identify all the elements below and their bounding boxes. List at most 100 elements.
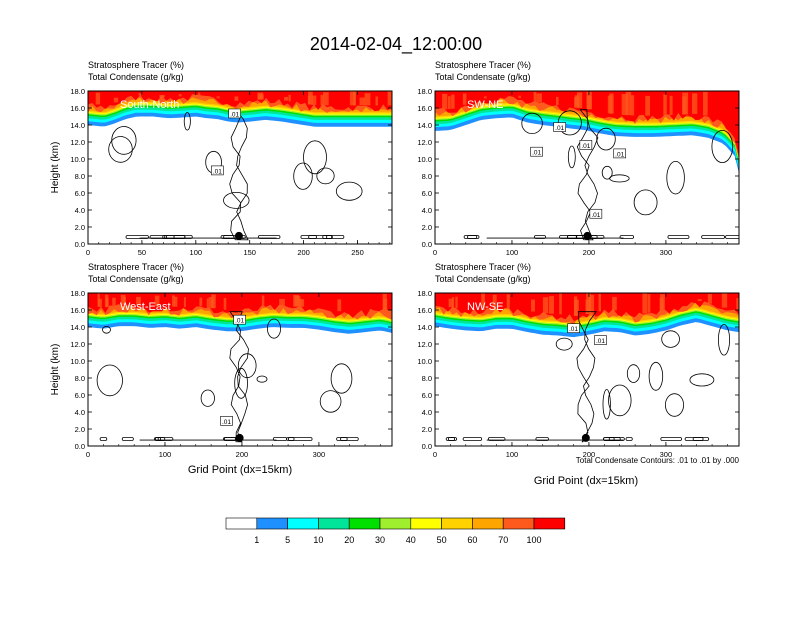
y-tick-label: 10.0 bbox=[417, 357, 432, 366]
tracer-streak bbox=[697, 299, 702, 302]
y-tick-label: 10.0 bbox=[417, 155, 432, 164]
cloud-contour bbox=[200, 389, 215, 407]
cloud-contour bbox=[711, 129, 734, 163]
tracer-streak bbox=[172, 295, 175, 307]
tracer-streak bbox=[353, 91, 356, 106]
tracer-streak bbox=[506, 294, 510, 308]
tracer-field bbox=[435, 91, 739, 244]
tracer-streak bbox=[309, 91, 313, 105]
colorbar-swatch bbox=[379, 517, 412, 530]
low-cloud-contour bbox=[608, 437, 625, 441]
convective-plume-contour bbox=[229, 311, 249, 443]
panel-title: Stratosphere Tracer (%) bbox=[88, 262, 184, 272]
x-tick-label: 0 bbox=[433, 450, 437, 459]
cloud-contour bbox=[256, 375, 268, 383]
panels: Stratosphere Tracer (%) Total Condensate … bbox=[50, 60, 740, 476]
x-tick-label: 200 bbox=[583, 248, 596, 257]
low-cloud-contour bbox=[220, 235, 235, 239]
colorbar-label: 50 bbox=[437, 535, 447, 545]
y-tick-label: 14.0 bbox=[70, 121, 85, 130]
tracer-streak bbox=[258, 94, 264, 100]
colorbar: 1 5 10 20 30 40 50 60 70 100 bbox=[225, 517, 566, 545]
tracer-streak bbox=[223, 297, 227, 310]
low-cloud-contour bbox=[121, 437, 134, 441]
tracer-streak bbox=[576, 92, 583, 108]
cloud-contour bbox=[102, 325, 111, 334]
y-tick-label: 4.0 bbox=[422, 408, 432, 417]
contour-label-box bbox=[589, 208, 603, 219]
colorbar-swatch bbox=[410, 517, 442, 530]
x-axis-title: Grid Point (dx=15km) bbox=[188, 464, 292, 476]
contour-label-text: .01 bbox=[230, 111, 239, 118]
cloud-contour bbox=[330, 363, 353, 394]
x-tick-label: 250 bbox=[351, 248, 364, 257]
tracer-streak bbox=[112, 297, 116, 306]
cloud-contour bbox=[316, 167, 335, 185]
low-cloud-contour bbox=[287, 437, 313, 441]
plot-frame bbox=[434, 292, 740, 447]
low-cloud-contour bbox=[603, 437, 615, 441]
tracer-streak bbox=[159, 95, 165, 97]
colorbar-label: 70 bbox=[498, 535, 508, 545]
tracer-streak bbox=[284, 96, 289, 101]
tracer-streak bbox=[261, 295, 265, 307]
y-tick-label: 12.0 bbox=[70, 340, 85, 349]
low-cloud-contour bbox=[559, 235, 578, 239]
colorbar-label: 40 bbox=[406, 535, 416, 545]
x-tick-label: 0 bbox=[86, 248, 90, 257]
cloud-contour bbox=[661, 330, 680, 348]
tracer-streak bbox=[703, 91, 708, 116]
contour-label-box bbox=[567, 323, 580, 334]
tracer-streak bbox=[308, 91, 311, 105]
low-cloud-contour bbox=[692, 437, 710, 441]
tracer-streak bbox=[573, 296, 578, 316]
tracer-streak bbox=[518, 95, 521, 99]
tracer-streak bbox=[598, 293, 601, 312]
contour-label: .01 bbox=[553, 122, 566, 132]
colorbar-label: 20 bbox=[344, 535, 354, 545]
contour-label-text: .01 bbox=[532, 150, 541, 157]
tracer-streak bbox=[113, 97, 119, 103]
low-cloud-contour bbox=[162, 235, 186, 239]
colorbar-swatch bbox=[348, 517, 381, 530]
tracer-streak bbox=[105, 298, 109, 307]
tracer-streak bbox=[154, 295, 160, 307]
tracer-streak bbox=[95, 92, 101, 105]
plot-frame bbox=[87, 90, 393, 245]
tracer-streak bbox=[211, 294, 216, 309]
tracer-streak bbox=[383, 298, 388, 310]
y-tick-label: 8.0 bbox=[75, 374, 85, 383]
y-tick-label: 18.0 bbox=[70, 87, 85, 96]
contour-label-text: .01 bbox=[213, 168, 222, 175]
y-tick-label: 2.0 bbox=[75, 425, 85, 434]
tracer-streak bbox=[609, 93, 614, 114]
tracer-band-10 bbox=[435, 91, 739, 157]
y-axis-title: Height (km) bbox=[50, 142, 61, 194]
panel-label: South-North bbox=[120, 99, 179, 111]
contour-label: .01 bbox=[220, 416, 233, 426]
low-cloud-contour bbox=[701, 235, 725, 239]
tracer-streak bbox=[642, 293, 648, 314]
tracer-streak bbox=[320, 94, 324, 106]
cloud-contour bbox=[689, 373, 715, 387]
panel-label: West-East bbox=[120, 301, 171, 313]
tracer-streak bbox=[630, 95, 635, 116]
low-cloud-contour bbox=[308, 235, 333, 239]
contour-label-box bbox=[228, 108, 241, 119]
low-cloud-contour bbox=[223, 235, 246, 239]
y-tick-label: 14.0 bbox=[417, 323, 432, 332]
cloud-contour bbox=[626, 364, 641, 383]
colorbar-swatch bbox=[287, 517, 319, 530]
tracer-streak bbox=[492, 294, 497, 309]
tracer-streak bbox=[659, 297, 664, 311]
panel-nw-se: Stratosphere Tracer (%) Total Condensate … bbox=[417, 262, 740, 459]
low-cloud-contour bbox=[336, 437, 359, 441]
low-cloud-contour bbox=[725, 235, 739, 239]
contour-label-box bbox=[233, 314, 246, 325]
x-tick-label: 300 bbox=[660, 248, 673, 257]
cloud-contour bbox=[521, 112, 543, 135]
cloud-contour bbox=[108, 136, 133, 163]
cloud-contour bbox=[335, 181, 363, 201]
tracer-streak bbox=[481, 293, 485, 310]
contour-label-text: .01 bbox=[569, 326, 578, 333]
